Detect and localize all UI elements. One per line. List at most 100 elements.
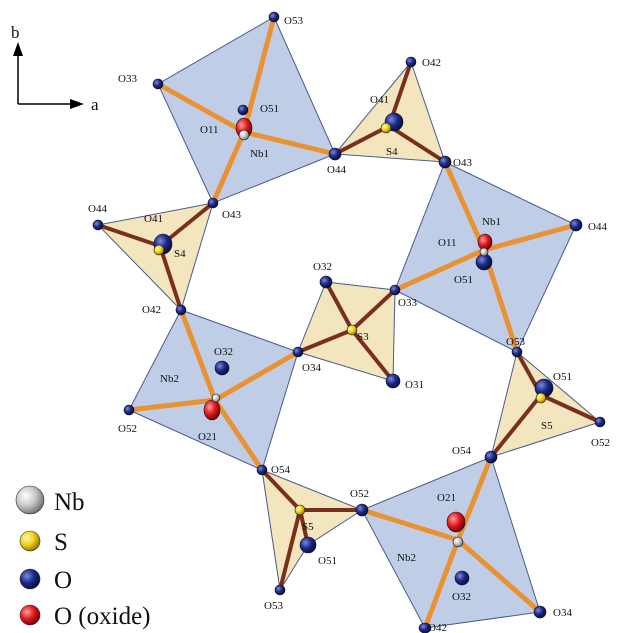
legend-o-swatch <box>19 568 41 590</box>
axes-indicator: b a <box>11 23 99 114</box>
atom-o11-right-oxide <box>477 233 493 251</box>
label-o11-right: O11 <box>438 237 457 249</box>
atom-o52-bottom <box>355 503 369 517</box>
atom-nb2-bottom <box>452 536 464 548</box>
label-o53-right: O53 <box>506 336 525 348</box>
atom-nb1-top <box>238 129 250 141</box>
atom-s3-center <box>346 324 358 336</box>
atom-o21-bottom-oxide <box>446 511 466 533</box>
label-o43-left: O43 <box>222 209 241 221</box>
atom-o33-top <box>152 78 164 90</box>
atom-nb2-left <box>211 393 221 403</box>
s4-tetrahedron-top <box>333 60 446 163</box>
label-o42-top: O42 <box>422 57 441 69</box>
label-o21-bottom: O21 <box>437 492 456 504</box>
nb2-octahedron-bottom <box>361 456 541 629</box>
legend-o-oxide-label: O (oxide) <box>54 603 151 630</box>
atom-o32-left <box>214 360 230 376</box>
label-nb2-left: Nb2 <box>160 373 179 385</box>
label-o32-center: O32 <box>313 261 332 273</box>
axis-a-label: a <box>91 95 99 114</box>
atom-o44-left <box>92 219 104 231</box>
label-o42-bottom: O42 <box>428 622 447 633</box>
label-o51-bottom: O51 <box>318 555 337 567</box>
atom-s4-left <box>153 244 165 256</box>
label-s5-right: S5 <box>541 420 553 432</box>
atom-o51-bottom <box>299 536 317 554</box>
label-nb1-right: Nb1 <box>482 216 501 228</box>
label-s4-top: S4 <box>386 146 398 158</box>
label-o51-right: O51 <box>454 274 473 286</box>
atoms <box>92 11 606 633</box>
atom-o44-top <box>328 147 342 161</box>
label-s3-center: S3 <box>357 331 369 343</box>
label-o34-center: O34 <box>302 362 321 374</box>
atom-o43-left <box>207 197 219 209</box>
label-o41-top: O41 <box>370 94 389 106</box>
label-o43-top: O43 <box>453 157 472 169</box>
s4-tetrahedron-left <box>96 202 214 311</box>
legend-o-label: O <box>54 567 72 594</box>
atom-o53-right <box>511 346 523 358</box>
label-o33-top: O33 <box>118 73 137 85</box>
atom-o34-center <box>292 346 304 358</box>
label-o54-left: O54 <box>271 464 290 476</box>
legend-nb-swatch <box>15 485 45 515</box>
atom-o21-left-oxide <box>203 399 221 421</box>
label-s5-bottom: S5 <box>302 521 314 533</box>
label-o31-center: O31 <box>405 379 424 391</box>
label-nb2-bottom: Nb2 <box>397 552 416 564</box>
atom-o54-left <box>256 464 268 476</box>
label-o44-top: O44 <box>327 164 346 176</box>
atom-o31-center <box>385 373 401 389</box>
atom-o53-top <box>268 11 280 23</box>
label-o52-bottom: O52 <box>350 488 369 500</box>
s5-tetrahedron-right <box>490 351 602 458</box>
atom-o43-top <box>438 155 452 169</box>
bonds <box>96 14 602 631</box>
label-o44-right: O44 <box>588 221 607 233</box>
atom-o52-right <box>594 416 606 428</box>
atom-o42-top <box>405 56 417 68</box>
atom-o51-right <box>475 253 493 271</box>
label-o34-bottom: O34 <box>553 607 572 619</box>
label-o54-right: O54 <box>452 445 471 457</box>
atom-o52-left <box>123 404 135 416</box>
atom-o51-top <box>237 104 249 116</box>
label-o21-left: O21 <box>198 431 217 443</box>
atom-o54-right <box>484 450 498 464</box>
label-o41-left: O41 <box>144 213 163 225</box>
label-o51-top: O51 <box>260 103 279 115</box>
atom-s5-bottom <box>294 504 306 516</box>
atom-labels: O53 O33 O51 O11 Nb1 O44 O42 O41 S4 O43 O… <box>88 15 610 633</box>
label-o53-bottom: O53 <box>264 600 283 612</box>
label-o42-left: O42 <box>142 304 161 316</box>
atom-o34-bottom <box>533 605 547 619</box>
legend-s-swatch <box>19 530 41 552</box>
axis-b-arrowhead <box>13 42 23 56</box>
atom-o44-right <box>569 218 583 232</box>
label-o52-left: O52 <box>118 423 137 435</box>
legend-o-oxide-swatch <box>19 604 41 626</box>
label-o11-top: O11 <box>200 124 219 136</box>
label-o32-left: O32 <box>214 346 233 358</box>
axis-a-arrowhead <box>70 99 84 109</box>
label-o32-bottom: O32 <box>452 591 471 603</box>
atom-s4-top <box>380 122 392 134</box>
atom-o32-center <box>319 275 333 289</box>
label-nb1-top: Nb1 <box>250 148 269 160</box>
label-o51-right2: O51 <box>553 371 572 383</box>
axis-b-label: b <box>11 23 20 42</box>
atom-o53-bottom <box>274 584 286 596</box>
atom-o42-left <box>175 304 187 316</box>
legend-s-label: S <box>54 529 68 556</box>
atom-o33-center <box>389 284 401 296</box>
legend-nb-label: Nb <box>54 489 85 516</box>
atom-o42-bottom <box>418 622 432 633</box>
label-o33-center: O33 <box>398 297 417 309</box>
label-s4-left: S4 <box>174 248 186 260</box>
atom-nb1-right <box>479 247 489 257</box>
atom-o32-bottom <box>454 570 470 586</box>
atom-s5-right <box>535 392 547 404</box>
